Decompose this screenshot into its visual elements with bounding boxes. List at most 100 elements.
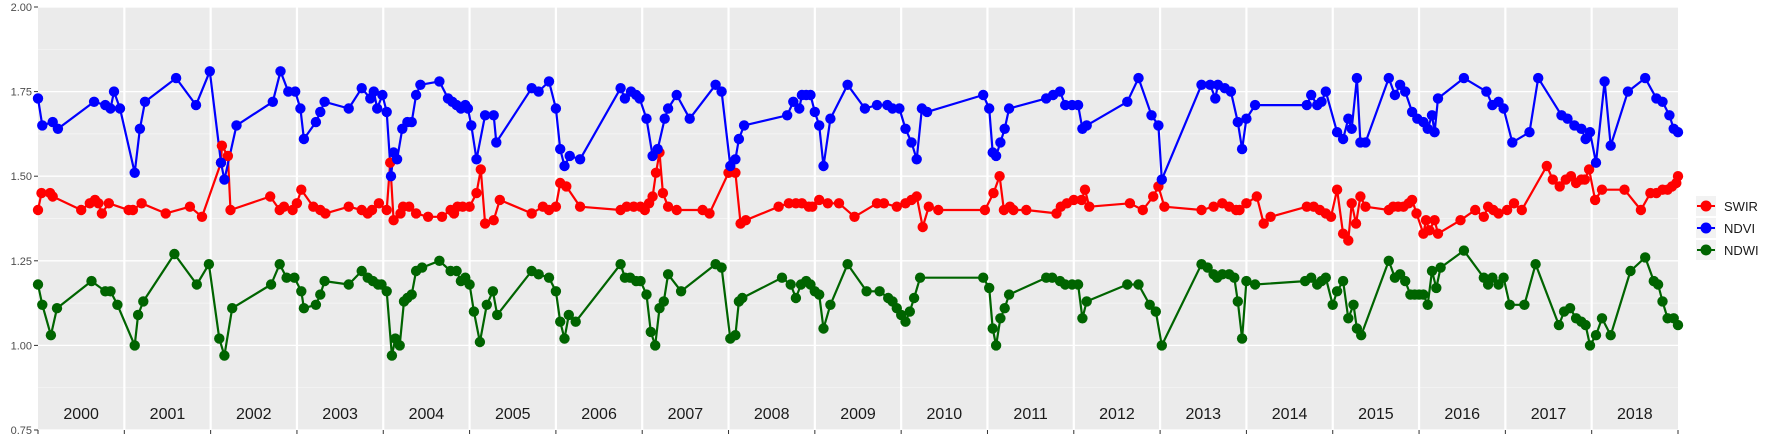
- data-point-ndvi: [1241, 113, 1252, 124]
- data-point-ndvi: [1533, 72, 1544, 84]
- data-point-ndvi: [1232, 116, 1244, 128]
- data-point-ndwi: [1498, 272, 1509, 283]
- data-point-ndvi: [381, 106, 392, 118]
- data-point-ndvi: [1205, 79, 1216, 91]
- data-point-ndvi: [1605, 140, 1616, 151]
- data-point-ndvi: [1498, 103, 1509, 114]
- data-point-ndwi: [406, 289, 417, 300]
- data-point-swir: [807, 201, 818, 212]
- data-point-ndvi: [1351, 72, 1363, 84]
- data-point-ndvi: [310, 116, 322, 128]
- data-point-swir: [127, 204, 139, 216]
- data-point-swir: [1079, 184, 1091, 195]
- data-point-ndvi: [1562, 113, 1573, 124]
- data-point-ndvi: [319, 96, 330, 108]
- data-point-ndvi: [1383, 72, 1395, 84]
- year-label: 2009: [840, 406, 876, 423]
- data-point-swir: [36, 187, 47, 199]
- data-point-ndwi: [987, 323, 998, 334]
- data-point-ndwi: [298, 303, 310, 314]
- year-label: 2007: [668, 406, 704, 423]
- data-point-ndwi: [1133, 279, 1144, 290]
- data-point-ndvi: [471, 154, 482, 165]
- legend-key-point: [1700, 244, 1712, 256]
- data-point-swir: [1360, 201, 1371, 212]
- data-point-ndvi: [564, 150, 575, 162]
- data-point-swir: [1411, 208, 1422, 219]
- data-point-swir: [494, 194, 505, 206]
- data-point-swir: [373, 198, 385, 209]
- data-point-ndvi: [1156, 174, 1168, 185]
- data-point-ndvi: [652, 143, 663, 155]
- data-point-ndvi: [1360, 137, 1371, 148]
- series-layer: [32, 66, 1684, 361]
- data-point-swir: [216, 140, 228, 151]
- data-point-swir: [1258, 218, 1269, 229]
- data-point-ndvi: [295, 103, 306, 114]
- data-point-ndwi: [716, 262, 727, 273]
- data-point-ndvi: [730, 154, 741, 165]
- data-point-swir: [32, 204, 44, 216]
- data-point-ndvi: [1458, 72, 1470, 84]
- data-point-ndvi: [1301, 99, 1313, 111]
- data-point-ndvi: [615, 83, 626, 94]
- data-point-swir: [381, 204, 392, 216]
- data-point-ndwi: [1590, 330, 1602, 341]
- year-label: 2015: [1358, 406, 1394, 423]
- data-point-ndvi: [1524, 127, 1535, 138]
- data-point-swir: [878, 198, 890, 209]
- data-point-ndvi: [343, 103, 354, 114]
- data-point-swir: [422, 211, 434, 222]
- data-point-ndwi: [214, 333, 225, 344]
- data-point-ndwi: [1331, 286, 1343, 297]
- legend-label-ndvi: NDVI: [1724, 221, 1755, 236]
- data-point-ndvi: [1122, 96, 1133, 108]
- data-point-ndvi: [434, 76, 445, 87]
- data-point-swir: [1084, 201, 1095, 212]
- data-point-ndwi: [1422, 299, 1433, 310]
- data-point-swir: [404, 201, 415, 212]
- data-point-ndvi: [267, 96, 278, 108]
- data-point-ndwi: [1487, 272, 1498, 283]
- data-point-swir: [1265, 211, 1276, 222]
- data-point-ndvi: [911, 154, 922, 165]
- data-point-ndvi: [641, 113, 652, 124]
- data-point-ndvi: [738, 120, 750, 131]
- data-point-ndwi: [1625, 265, 1636, 277]
- data-point-swir: [388, 215, 399, 226]
- data-point-ndvi: [298, 133, 310, 145]
- data-point-ndvi: [555, 143, 566, 155]
- data-point-ndvi: [1426, 110, 1438, 121]
- data-point-ndvi: [88, 96, 100, 108]
- data-point-ndwi: [615, 259, 626, 270]
- data-point-ndwi: [381, 286, 392, 297]
- data-point-ndwi: [227, 303, 238, 314]
- data-point-ndwi: [1652, 279, 1664, 290]
- data-point-swir: [1547, 174, 1559, 185]
- data-point-swir: [265, 191, 276, 202]
- data-point-swir: [296, 184, 307, 195]
- data-point-swir: [561, 181, 572, 192]
- data-point-swir: [671, 204, 682, 216]
- data-point-ndvi: [479, 110, 491, 121]
- data-point-ndwi: [1348, 299, 1359, 310]
- data-point-ndwi: [563, 309, 574, 321]
- data-point-ndwi: [543, 272, 555, 283]
- data-point-ndwi: [662, 269, 674, 280]
- data-point-ndwi: [814, 289, 825, 300]
- data-point-swir: [160, 208, 171, 219]
- data-point-ndwi: [825, 299, 836, 310]
- data-point-ndwi: [1072, 279, 1084, 290]
- data-point-ndwi: [169, 248, 180, 260]
- y-tick-label: 1.50: [11, 171, 32, 183]
- data-point-ndvi: [662, 103, 674, 114]
- data-point-ndwi: [990, 340, 1002, 351]
- data-point-ndvi: [574, 154, 586, 165]
- data-point-ndvi: [170, 72, 182, 84]
- data-point-ndwi: [86, 275, 97, 287]
- data-point-swir: [1429, 215, 1440, 226]
- data-point-swir: [410, 208, 422, 219]
- data-point-ndvi: [533, 86, 544, 97]
- data-point-ndwi: [1202, 262, 1213, 273]
- data-point-ndvi: [1146, 110, 1157, 121]
